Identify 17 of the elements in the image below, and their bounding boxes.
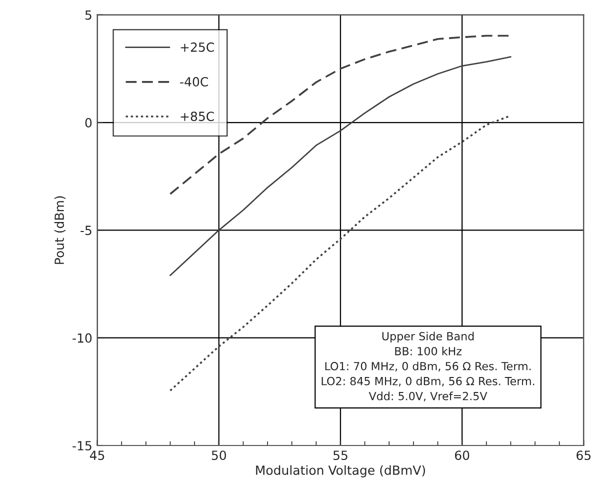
line-series (170, 56, 512, 276)
annotation: Upper Side Band BB: 100 kHz LO1: 70 MHz, 0 dBm, 56 Ω Res. Term. LO2: 845 MHz, 0 dBm, 56 Ω Res. Term. Vdd: 5.0V, Vref=2.5V (322, 332, 534, 402)
y-tick-label: -5 (80, 226, 92, 236)
legend-label: +25C (180, 42, 214, 52)
legend-label: -40C (180, 77, 208, 86)
x-tick-label: 50 (212, 450, 226, 460)
y-tick-label: -15 (72, 441, 92, 450)
x-axis-title: Modulation Voltage (dBmV) (256, 465, 425, 478)
y-tick-label: 5 (85, 10, 92, 20)
y-tick-label: 0 (85, 118, 92, 128)
x-tick-label: 60 (455, 450, 470, 460)
legend-label: +85C (180, 112, 214, 122)
x-tick-label: 55 (333, 450, 348, 460)
y-tick-label: -10 (72, 333, 92, 343)
y-axis-title: Pout (dBm) (54, 196, 66, 264)
x-tick-label: 45 (90, 450, 104, 460)
x-tick-label: 65 (576, 450, 591, 460)
